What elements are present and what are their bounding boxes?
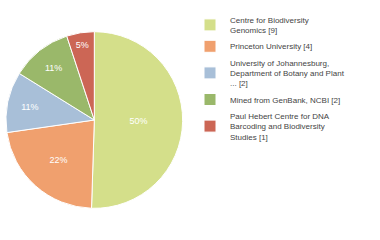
svg-text:11%: 11% — [45, 63, 62, 73]
svg-text:22%: 22% — [49, 155, 67, 165]
svg-text:5%: 5% — [76, 40, 89, 50]
svg-text:Paul Hebert Centre for DNABarc: Paul Hebert Centre for DNABarcoding and … — [230, 112, 330, 142]
svg-text:Mined from GenBank, NCBI [2]: Mined from GenBank, NCBI [2] — [230, 96, 340, 105]
svg-text:University of Johannesburg,Dep: University of Johannesburg,Department of… — [230, 59, 345, 89]
svg-text:Princeton University [4]: Princeton University [4] — [230, 42, 312, 51]
svg-text:Centre for BiodiversityGenomic: Centre for BiodiversityGenomics [9] — [230, 16, 309, 35]
svg-text:11%: 11% — [21, 102, 38, 112]
svg-text:50%: 50% — [129, 116, 147, 126]
